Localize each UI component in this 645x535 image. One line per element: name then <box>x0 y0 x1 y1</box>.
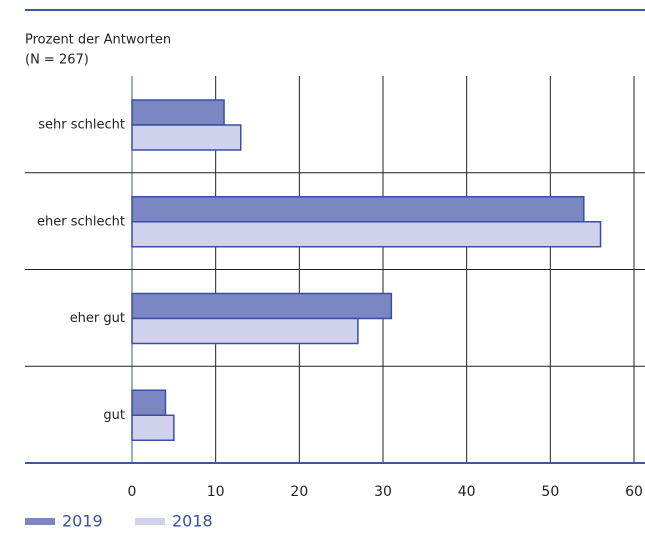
x-tick-label: 10 <box>207 484 225 500</box>
x-tick-label: 20 <box>290 484 308 500</box>
legend-label: 2019 <box>62 512 103 531</box>
legend-label: 2018 <box>172 512 213 531</box>
bar <box>131 292 393 320</box>
bar <box>131 389 167 416</box>
y-tick-label: eher gut <box>70 311 125 326</box>
x-tick-label: 50 <box>541 484 559 500</box>
bar <box>131 99 225 126</box>
bar <box>131 196 585 223</box>
legend-swatch <box>25 518 55 525</box>
legend-swatch <box>135 518 165 525</box>
x-tick-label: 30 <box>374 484 392 500</box>
x-tick-label: 40 <box>458 484 476 500</box>
chart-subtitle: (N = 267) <box>25 53 89 68</box>
y-tick-label: gut <box>103 408 125 423</box>
x-tick-label: 0 <box>128 484 137 500</box>
bar <box>131 414 175 441</box>
bar <box>131 221 602 248</box>
bar <box>131 317 359 345</box>
y-tick-label: eher schlecht <box>37 214 125 229</box>
y-tick-label: sehr schlecht <box>38 118 125 133</box>
chart-title: Prozent der Antworten <box>25 33 171 48</box>
bar <box>131 124 242 151</box>
x-tick-label: 60 <box>625 484 643 500</box>
